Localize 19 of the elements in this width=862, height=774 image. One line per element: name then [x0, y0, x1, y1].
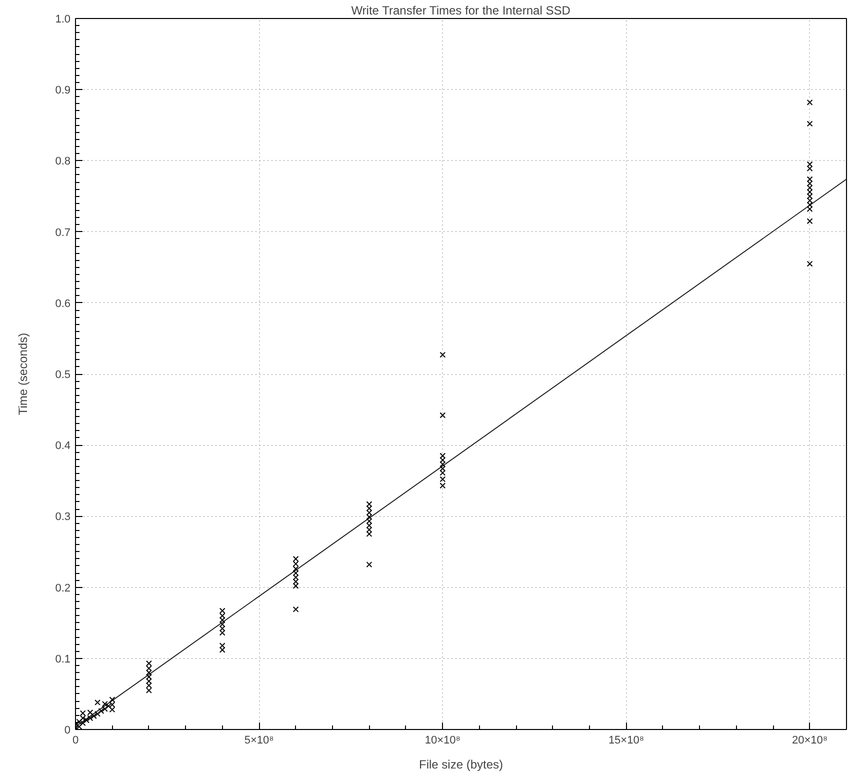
x-axis-title: File size (bytes)	[418, 758, 504, 772]
y-tick-label: 0	[64, 724, 71, 736]
y-tick-label: 0.2	[55, 582, 71, 594]
y-tick-label: 0.1	[55, 653, 71, 666]
y-tick-label: 0.8	[55, 156, 71, 168]
y-tick-label: 0.6	[55, 298, 71, 310]
y-tick-label: 0.7	[55, 226, 71, 239]
y-axis-title: Time (seconds)	[16, 332, 30, 416]
y-tick-label: 0.5	[55, 369, 71, 381]
y-tick-label: 1.0	[55, 14, 71, 26]
x-tick-label: 15×10⁸	[608, 734, 644, 746]
x-tick-label: 0	[72, 734, 79, 746]
x-tick-label: 20×10⁸	[792, 734, 828, 746]
x-tick-label: 10×10⁸	[424, 734, 460, 746]
y-tick-label: 0.3	[55, 511, 71, 524]
y-tick-label: 0.4	[55, 440, 71, 452]
x-tick-label: 5×10⁸	[244, 734, 274, 746]
y-tick-label: 0.9	[55, 84, 71, 97]
chart-title: Write Transfer Times for the Internal SSD	[351, 4, 571, 18]
